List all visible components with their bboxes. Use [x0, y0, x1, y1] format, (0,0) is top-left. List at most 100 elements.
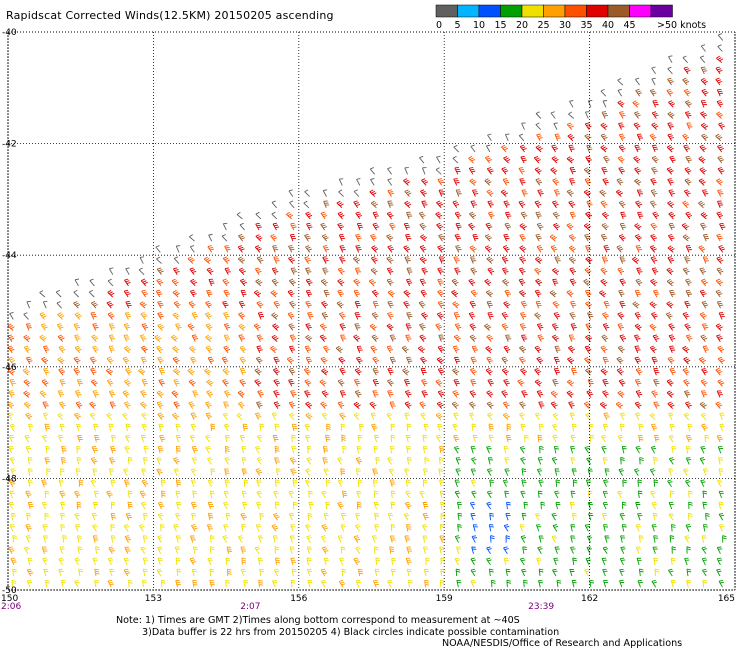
wind-barb: [484, 278, 492, 287]
wind-barb: [242, 423, 248, 432]
wind-barb: [617, 390, 625, 398]
wind-barb: [487, 379, 494, 387]
wind-barb: [717, 33, 724, 41]
wind-barb: [602, 501, 609, 510]
wind-barb: [702, 345, 709, 353]
wind-barb: [225, 434, 230, 443]
wind-barb: [549, 290, 557, 298]
wind-barb: [89, 356, 97, 365]
wind-barb: [337, 501, 344, 510]
wind-barb: [603, 524, 609, 532]
wind-barb: [241, 457, 247, 465]
wind-barb: [125, 367, 132, 376]
wind-barb: [619, 334, 627, 342]
wind-barb: [354, 323, 361, 331]
wind-barb: [222, 278, 230, 287]
wind-barb: [570, 434, 576, 443]
wind-barb: [486, 401, 494, 409]
wind-barb: [436, 357, 444, 365]
wind-barb: [42, 412, 49, 421]
wind-barb: [633, 155, 641, 164]
wind-barb: [439, 546, 445, 554]
wind-barb: [602, 390, 609, 398]
wind-barb: [620, 546, 626, 554]
wind-barb: [339, 390, 346, 398]
wind-barb: [583, 167, 592, 175]
wind-barb: [570, 524, 576, 532]
wind-barb: [651, 267, 659, 275]
wind-barb: [259, 423, 265, 432]
wind-barb: [472, 435, 478, 443]
wind-barb: [554, 345, 561, 353]
wind-barb: [552, 300, 560, 309]
wind-barb: [322, 189, 328, 197]
wind-barb: [305, 278, 313, 287]
wind-barb: [404, 401, 412, 409]
wind-barb: [140, 501, 147, 510]
legend-label: 20: [516, 20, 528, 31]
wind-barb: [517, 379, 525, 387]
wind-barb: [438, 334, 445, 342]
wind-barb: [271, 412, 278, 421]
wind-barb: [440, 512, 446, 521]
wind-barb: [504, 457, 510, 465]
wind-barb: [190, 412, 197, 421]
wind-barb: [138, 368, 146, 376]
wind-barb: [156, 278, 164, 287]
wind-barb: [106, 490, 113, 499]
wind-barb: [271, 312, 279, 320]
wind-barb: [156, 256, 162, 264]
wind-barb: [271, 267, 279, 275]
legend-label: 45: [623, 20, 635, 31]
wind-barb: [323, 200, 330, 208]
wind-barb: [520, 367, 528, 376]
wind-barb: [653, 557, 659, 565]
wind-barb: [471, 457, 477, 465]
wind-barb: [205, 434, 211, 443]
y-tick-label: -40: [2, 28, 17, 38]
wind-barb: [74, 524, 81, 532]
y-tick-label: -46: [2, 363, 17, 373]
wind-barb: [650, 446, 657, 454]
wind-barb: [190, 468, 197, 476]
wind-barb: [501, 323, 509, 331]
wind-barb: [288, 513, 295, 521]
wind-barb: [340, 524, 346, 532]
wind-barb: [123, 334, 130, 342]
wind-barb: [536, 323, 544, 331]
wind-barb: [41, 479, 48, 487]
wind-barb: [716, 434, 723, 443]
wind-barb: [223, 401, 230, 409]
wind-barb: [275, 557, 280, 565]
wind-barb: [501, 390, 509, 398]
wind-barb: [457, 512, 463, 521]
wind-barb: [107, 312, 115, 320]
wind-barb: [156, 568, 163, 577]
wind-barb: [238, 267, 246, 276]
wind-barb: [685, 524, 691, 532]
wind-barb: [406, 312, 413, 320]
wind-barb: [305, 412, 313, 421]
legend-swatch: [435, 4, 458, 18]
wind-barb: [536, 356, 544, 365]
wind-barb: [468, 401, 476, 409]
wind-barb: [255, 222, 262, 231]
wind-barb: [405, 479, 411, 487]
wind-barb: [207, 245, 215, 253]
wind-barb: [585, 289, 592, 298]
wind-barb: [257, 535, 264, 543]
wind-barb: [222, 412, 229, 421]
wind-barb: [718, 312, 725, 320]
wind-barb: [57, 390, 64, 398]
wind-barb: [190, 423, 197, 432]
wind-barb: [336, 200, 344, 209]
wind-barb: [667, 256, 675, 264]
wind-barb: [23, 345, 31, 354]
wind-barb: [439, 490, 445, 499]
wind-barb: [488, 568, 494, 577]
wind-barb: [289, 300, 297, 309]
wind-barb: [256, 256, 264, 264]
wind-barb: [700, 412, 707, 421]
wind-barb: [306, 457, 312, 465]
wind-barb: [387, 300, 394, 309]
